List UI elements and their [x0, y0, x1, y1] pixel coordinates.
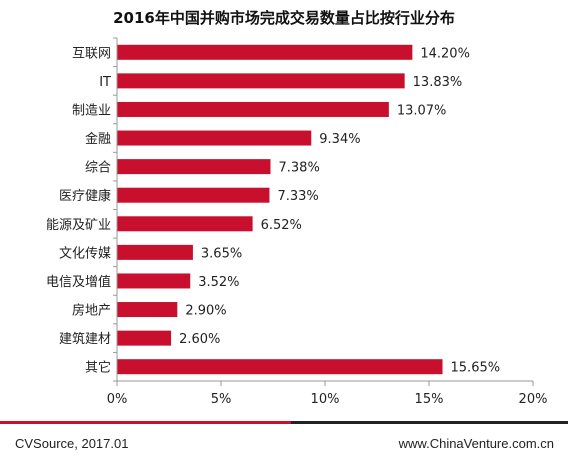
- bar: [117, 101, 389, 117]
- data-label: 2.60%: [179, 332, 220, 347]
- x-tick-label: 0%: [107, 392, 128, 407]
- data-label: 6.52%: [261, 218, 302, 233]
- data-label: 3.52%: [198, 275, 239, 290]
- category-label: 电信及增值: [46, 274, 111, 290]
- bar: [117, 216, 253, 232]
- category-label: 综合: [85, 161, 111, 176]
- source-note: CVSource, 2017.01: [15, 436, 129, 451]
- category-label: IT: [99, 75, 111, 90]
- data-label: 13.07%: [397, 103, 447, 118]
- bar: [117, 302, 178, 318]
- category-label: 医疗健康: [59, 188, 111, 204]
- data-label: 15.65%: [451, 361, 501, 376]
- bar: [117, 130, 312, 146]
- data-label: 7.33%: [277, 189, 318, 204]
- category-label: 金融: [85, 131, 111, 147]
- category-label: 文化传媒: [59, 246, 111, 261]
- category-label: 制造业: [72, 103, 111, 118]
- category-label: 能源及矿业: [46, 218, 111, 233]
- bar: [117, 330, 172, 346]
- x-tick-label: 5%: [211, 392, 232, 407]
- data-label: 2.90%: [185, 304, 226, 319]
- category-label: 建筑建材: [59, 331, 111, 347]
- data-label: 3.65%: [201, 246, 242, 261]
- data-label: 9.34%: [319, 132, 360, 147]
- x-tick-label: 10%: [311, 392, 340, 407]
- bar: [117, 187, 270, 203]
- footer-rule-red: [0, 421, 291, 424]
- data-label: 14.20%: [420, 46, 470, 61]
- bar: [117, 273, 191, 289]
- website-note: www.ChinaVenture.com.cn: [398, 436, 554, 451]
- x-tick-label: 20%: [519, 392, 548, 407]
- bar: [117, 244, 193, 260]
- bar: [117, 359, 443, 375]
- bar: [117, 44, 413, 60]
- category-label: 其它: [85, 360, 111, 376]
- footer-rule-black: [291, 421, 568, 424]
- bar: [117, 159, 271, 175]
- chart-title: 2016年中国并购市场完成交易数量占比按行业分布: [113, 9, 455, 27]
- data-label: 7.38%: [279, 161, 320, 176]
- category-label: 互联网: [72, 46, 111, 61]
- data-label: 13.83%: [413, 75, 463, 90]
- category-label: 房地产: [72, 303, 111, 319]
- bar: [117, 73, 405, 89]
- x-tick-label: 15%: [415, 392, 444, 407]
